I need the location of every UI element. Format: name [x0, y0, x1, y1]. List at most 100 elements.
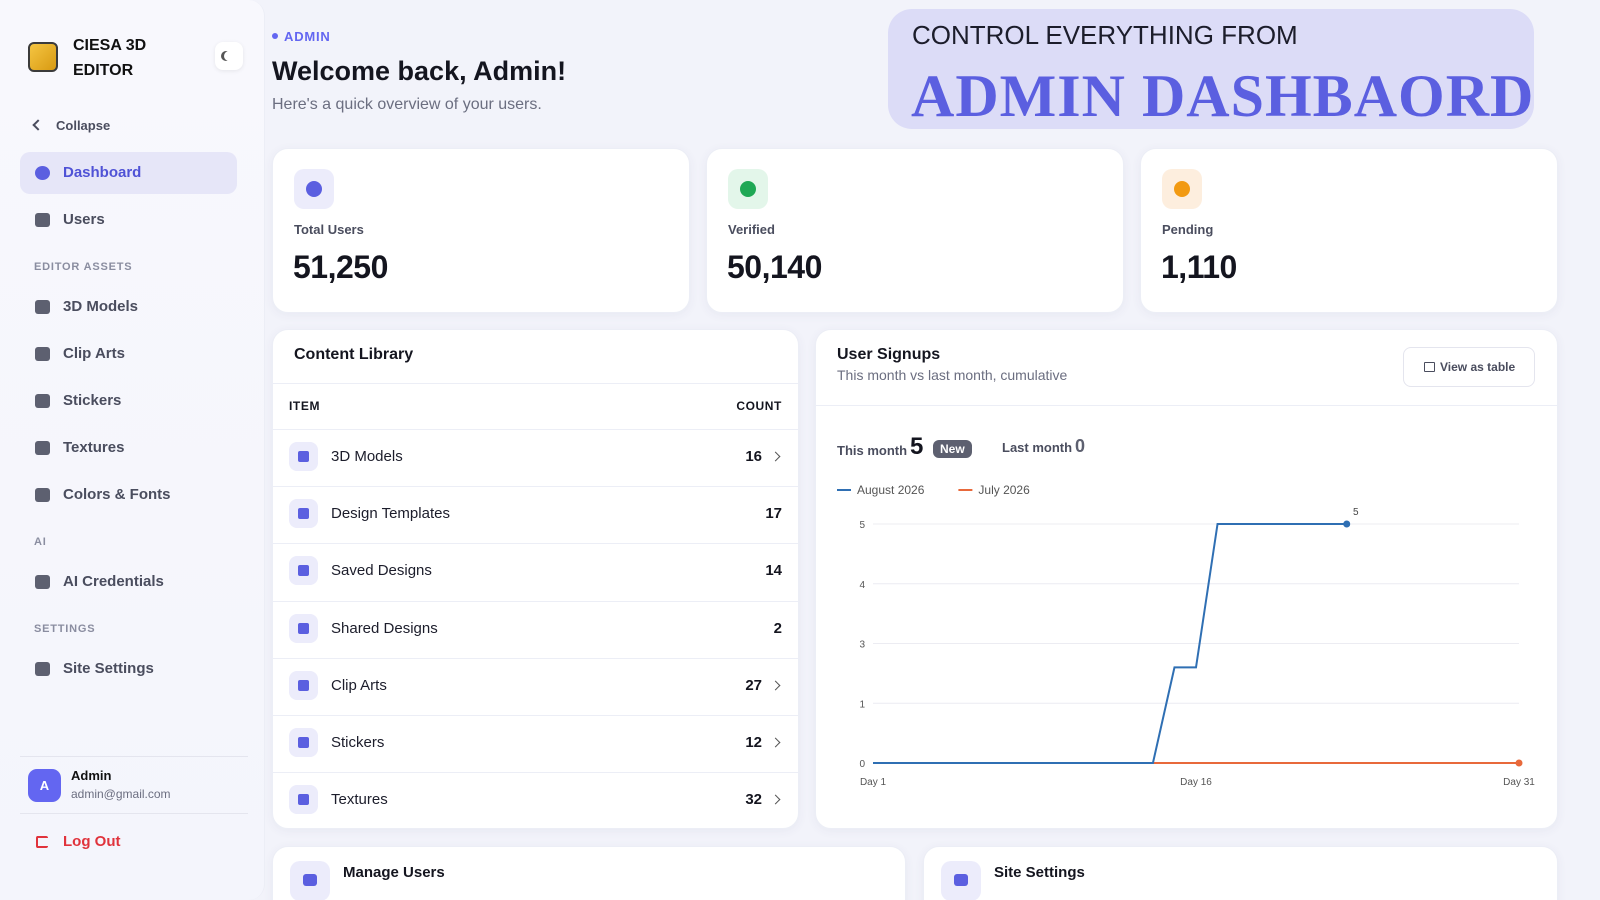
signups-card	[815, 329, 1558, 829]
nav-item[interactable]: 3D Models	[63, 298, 139, 315]
nav-active	[20, 152, 237, 194]
divider	[20, 756, 248, 757]
column-header: COUNT	[736, 399, 782, 413]
view-table-label[interactable]: View as table	[1440, 360, 1516, 374]
divider	[273, 715, 798, 716]
bottom-icon	[303, 874, 317, 886]
stat-card	[272, 148, 690, 313]
nav-heading: SETTINGS	[34, 623, 96, 635]
eyebrow: ADMIN	[284, 29, 331, 44]
stat-icon	[740, 181, 756, 197]
row-icon	[298, 565, 309, 577]
bottom-card[interactable]	[272, 846, 906, 900]
row-count: 16	[745, 448, 762, 465]
row-item[interactable]: Textures	[331, 791, 388, 809]
banner-line1: CONTROL EVERYTHING FROM	[912, 20, 1298, 50]
row-count: 27	[745, 676, 762, 694]
stat-value: 1,110	[1161, 249, 1237, 285]
nav-item[interactable]: Dashboard	[63, 164, 142, 181]
avatar: A	[28, 769, 61, 802]
stat-card	[706, 148, 1124, 313]
nav-item[interactable]: Users	[63, 211, 105, 228]
stat-value: 50,140	[727, 249, 822, 285]
moon	[224, 51, 234, 61]
brand: CIESA 3D EDITOR	[73, 37, 147, 79]
stat-card	[1140, 148, 1558, 313]
banner-line2: ADMIN DASHBAORD	[911, 63, 1535, 129]
nav-icon	[35, 488, 50, 502]
row-item[interactable]: Stickers	[331, 734, 385, 751]
row-count: 17	[765, 505, 782, 523]
x-tick-label: Day 16	[1180, 777, 1212, 788]
card-title: Content Library	[294, 346, 414, 363]
row-icon	[298, 508, 309, 520]
collapse-button[interactable]: Collapse	[56, 118, 111, 133]
this-month-value: 5	[910, 433, 924, 460]
view-table-button[interactable]	[1403, 347, 1535, 387]
new-badge: New	[933, 440, 972, 458]
row-count: 32	[745, 791, 762, 809]
card-title: User Signups	[837, 346, 941, 363]
row-item[interactable]: 3D Models	[331, 448, 403, 465]
last-month-label: Last month	[1002, 440, 1073, 455]
nav-item[interactable]: Clip Arts	[63, 345, 125, 362]
nav-item[interactable]: Site Settings	[63, 660, 154, 677]
nav-icon	[35, 441, 50, 455]
bottom-card[interactable]	[923, 846, 1558, 900]
row-count: 12	[745, 734, 762, 751]
row-count: 2	[773, 619, 782, 637]
y-tick-label: 4	[859, 580, 865, 591]
nav-icon	[35, 166, 50, 180]
logout[interactable]: Log Out	[63, 833, 121, 850]
nav-item[interactable]: Textures	[63, 439, 125, 456]
bottom-title: Site Settings	[994, 864, 1085, 881]
nav-icon	[35, 575, 50, 589]
divider	[20, 813, 248, 814]
divider	[273, 772, 798, 774]
page-title: Welcome back, Admin!	[272, 56, 567, 86]
nav-item[interactable]: Colors & Fonts	[63, 486, 171, 503]
content-card	[272, 329, 799, 829]
user-email: admin@gmail.com	[71, 787, 171, 801]
row-icon	[298, 451, 309, 462]
legend-label: August 2026	[857, 483, 925, 497]
stat-label: Total Users	[294, 222, 364, 237]
divider	[273, 657, 798, 659]
eyebrow-dot	[272, 33, 278, 39]
nav-heading: EDITOR ASSETS	[34, 261, 133, 273]
nav-item[interactable]: Stickers	[63, 392, 122, 409]
y-tick-label: 0	[859, 759, 865, 770]
last-month-value: 0	[1075, 436, 1086, 456]
row-item: Shared Designs	[331, 619, 438, 637]
stat-icon	[1174, 181, 1190, 197]
divider	[273, 486, 798, 488]
row-icon	[298, 794, 309, 806]
card-subtitle: This month vs last month, cumulative	[837, 367, 1068, 383]
y-tick-label: 5	[859, 520, 865, 531]
nav-icon	[35, 300, 50, 314]
table-icon	[1424, 362, 1435, 372]
row-item: Saved Designs	[331, 562, 432, 580]
row-item: Design Templates	[331, 505, 450, 523]
end-point	[1343, 520, 1351, 528]
row-item[interactable]: Clip Arts	[331, 676, 387, 694]
divider	[816, 405, 1557, 406]
nav-icon	[35, 213, 50, 227]
nav-item[interactable]: AI Credentials	[63, 573, 164, 590]
y-tick-label: 1	[859, 699, 865, 710]
stat-value: 51,250	[293, 249, 388, 285]
legend-label: July 2026	[978, 483, 1030, 497]
series-line	[873, 523, 1347, 764]
bottom-title: Manage Users	[343, 864, 445, 881]
stat-label: Pending	[1162, 222, 1214, 237]
this-month-label: This month	[837, 443, 908, 458]
nav-heading: AI	[34, 536, 47, 548]
divider	[273, 600, 798, 602]
y-tick-label: 3	[859, 640, 865, 651]
theme-toggle[interactable]	[215, 42, 243, 70]
row-icon	[298, 679, 309, 691]
stat-label: Verified	[728, 222, 775, 237]
column-header: ITEM	[289, 399, 321, 413]
banner	[888, 9, 1534, 129]
